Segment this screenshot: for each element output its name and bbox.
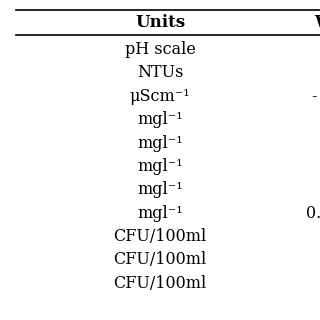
- Text: W: W: [314, 14, 320, 31]
- Text: CFU/100ml: CFU/100ml: [113, 251, 207, 268]
- Text: 0.: 0.: [306, 204, 320, 222]
- Text: mgl⁻¹: mgl⁻¹: [137, 204, 183, 222]
- Text: μScm⁻¹: μScm⁻¹: [130, 88, 190, 105]
- Text: -: -: [311, 88, 316, 105]
- Text: CFU/100ml: CFU/100ml: [113, 228, 207, 245]
- Text: mgl⁻¹: mgl⁻¹: [137, 181, 183, 198]
- Text: mgl⁻¹: mgl⁻¹: [137, 134, 183, 152]
- Text: CFU/100ml: CFU/100ml: [113, 275, 207, 292]
- Text: pH scale: pH scale: [124, 41, 196, 58]
- Text: Units: Units: [135, 14, 185, 31]
- Text: NTUs: NTUs: [137, 64, 183, 82]
- Text: mgl⁻¹: mgl⁻¹: [137, 158, 183, 175]
- Text: mgl⁻¹: mgl⁻¹: [137, 111, 183, 128]
